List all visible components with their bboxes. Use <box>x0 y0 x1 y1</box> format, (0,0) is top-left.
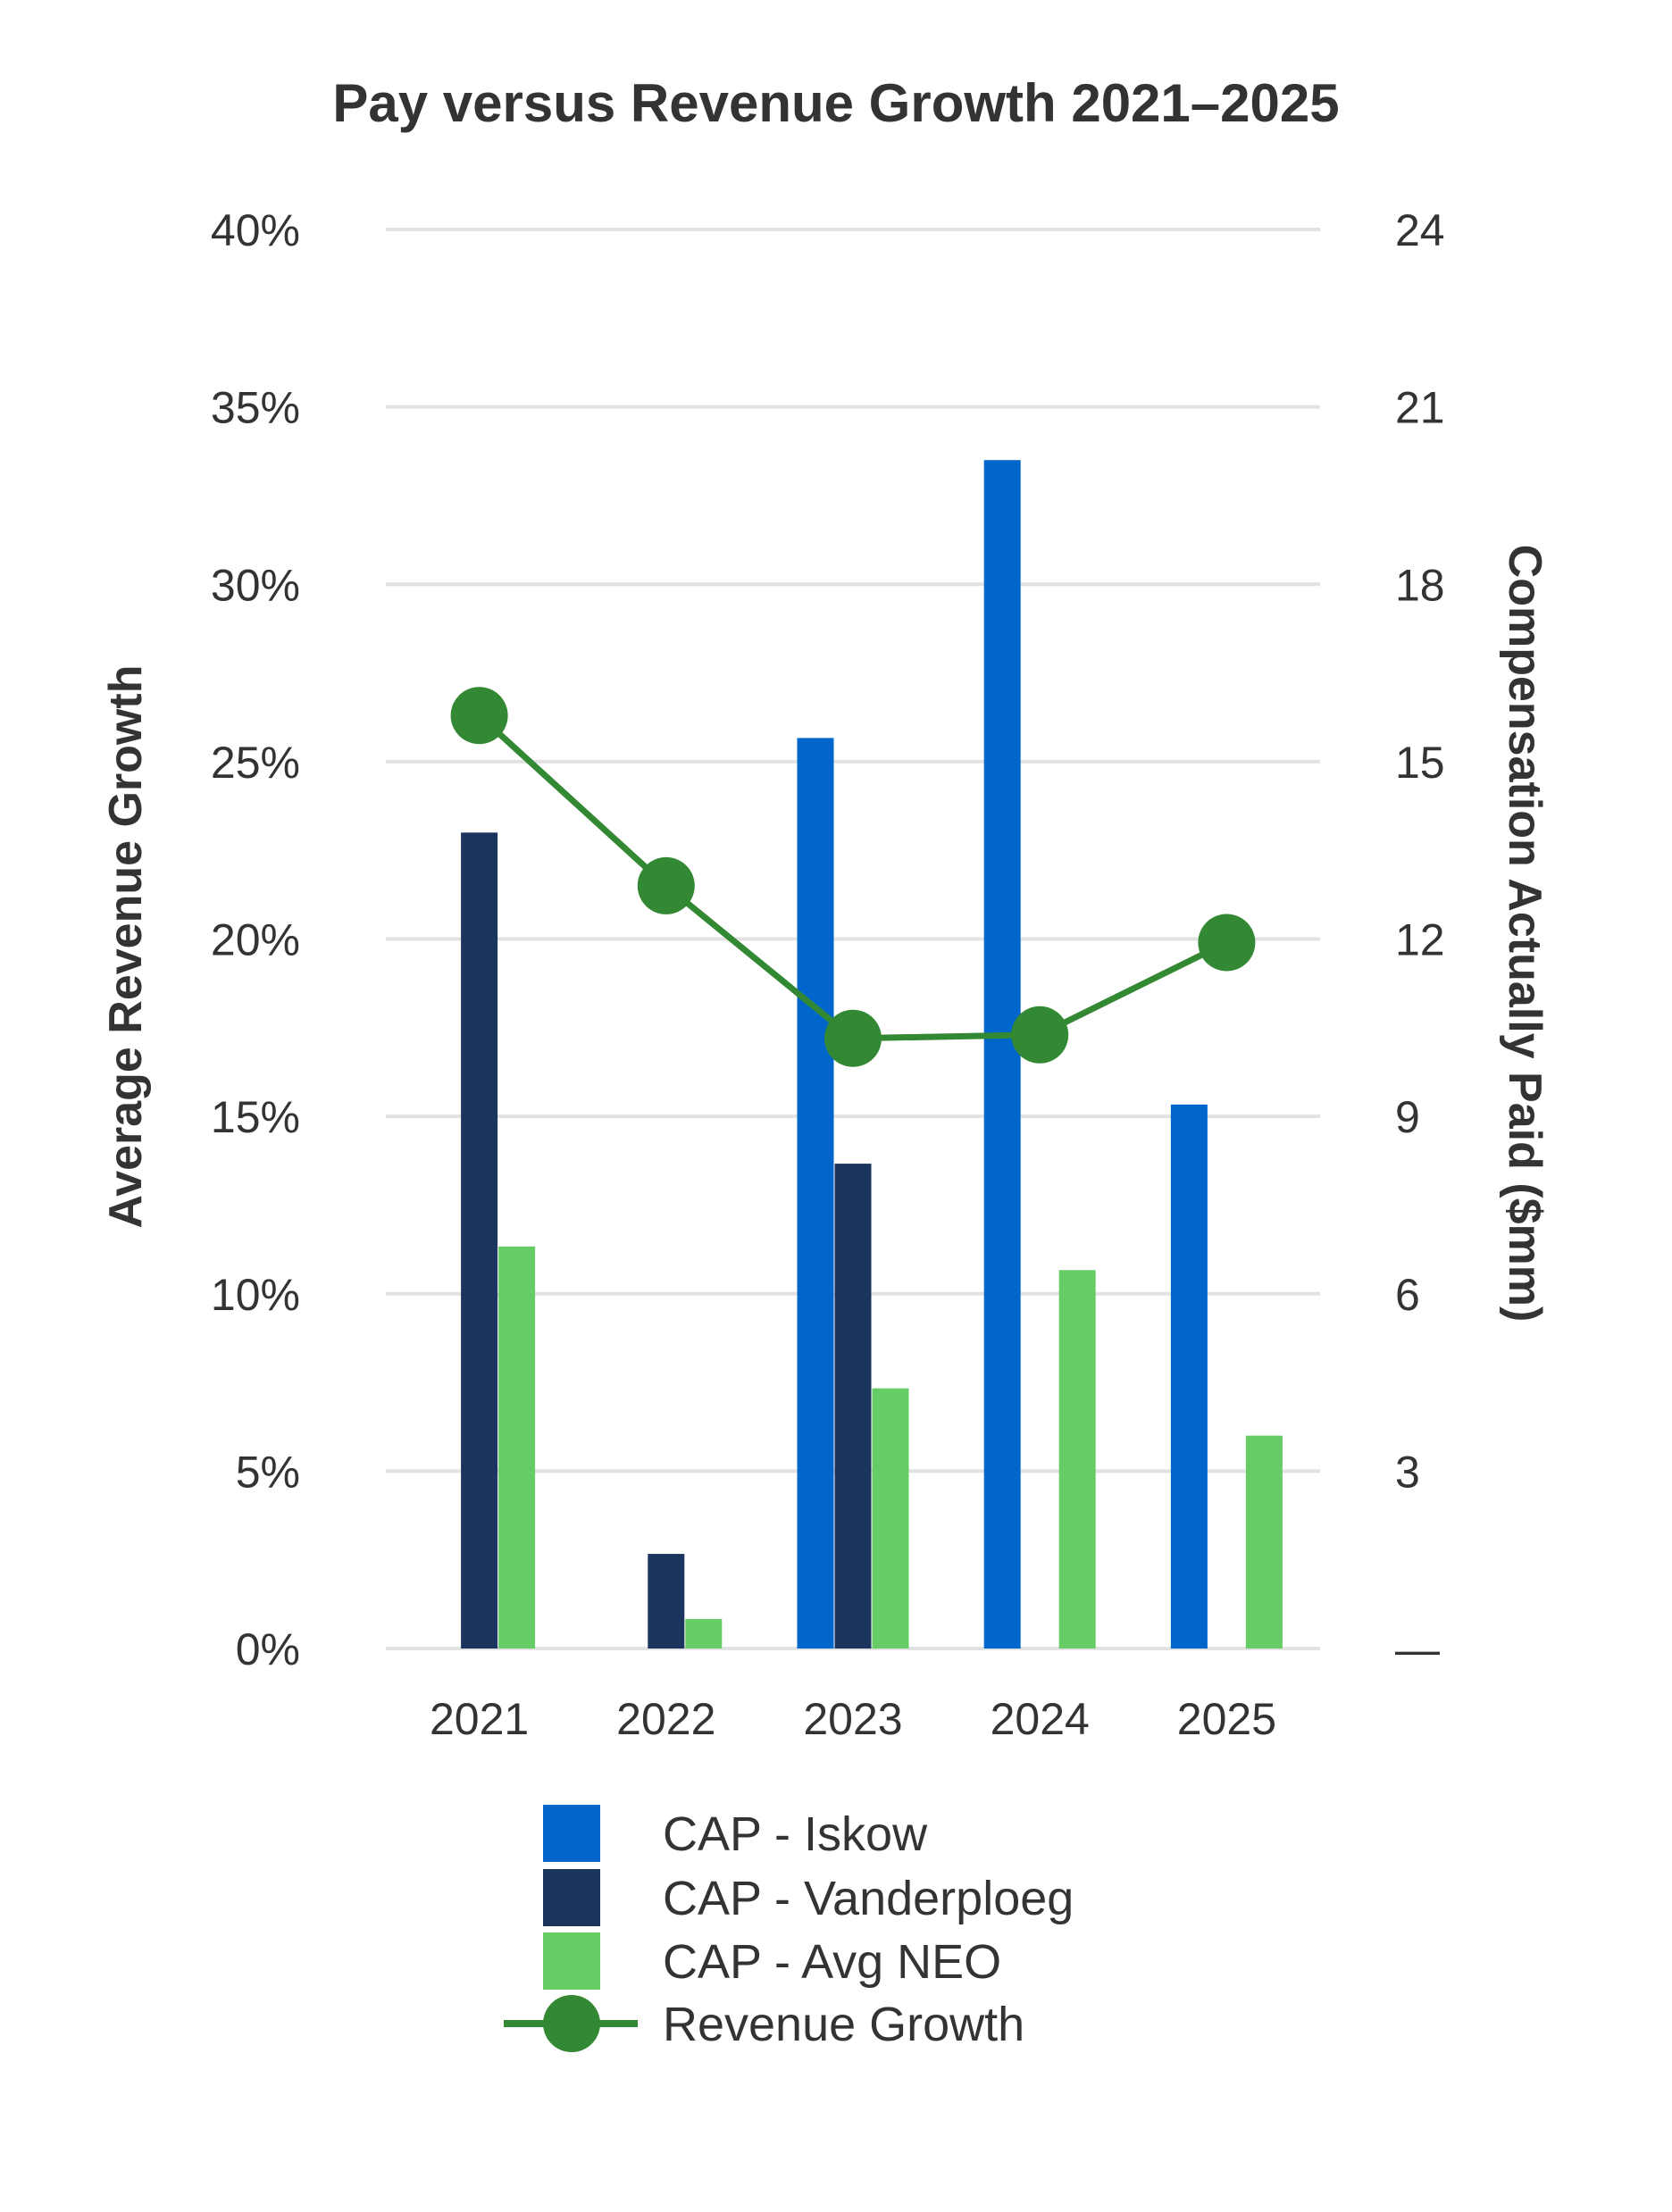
right-tick-label: — <box>1395 1624 1440 1674</box>
bar-cap-vanderploeg-2022 <box>648 1554 685 1649</box>
legend-label: CAP - Iskow <box>663 1807 928 1861</box>
right-tick-label: 24 <box>1395 205 1445 255</box>
right-tick-label: 3 <box>1395 1447 1420 1497</box>
x-tick-label: 2024 <box>991 1694 1090 1744</box>
right-tick-label: 9 <box>1395 1092 1420 1142</box>
bar-cap-avg-neo-2024 <box>1058 1270 1096 1649</box>
bar-cap-vanderploeg-2021 <box>461 832 498 1649</box>
left-tick-label: 40% <box>211 205 300 255</box>
revenue-growth-point-2021 <box>450 687 508 745</box>
bar-cap-avg-neo-2021 <box>498 1246 536 1649</box>
right-tick-label: 15 <box>1395 738 1445 788</box>
left-tick-label: 25% <box>211 738 300 788</box>
revenue-growth-line <box>450 687 1256 1067</box>
bar-cap-iskow-2025 <box>1170 1104 1208 1649</box>
right-tick-label: 18 <box>1395 560 1445 610</box>
bars <box>461 460 1283 1649</box>
legend-swatch <box>543 1869 600 1926</box>
legend-label: CAP - Vanderploeg <box>663 1872 1074 1925</box>
legend-swatch <box>543 1805 600 1862</box>
gridlines <box>386 228 1320 1650</box>
left-axis-title: Average Revenue Growth <box>100 665 152 1229</box>
bar-cap-vanderploeg-2023 <box>834 1164 872 1649</box>
legend-label: CAP - Avg NEO <box>663 1935 1001 1989</box>
revenue-growth-point-2023 <box>824 1009 882 1067</box>
left-tick-label: 15% <box>211 1092 300 1142</box>
x-axis-ticks: 2021 2022 2023 2024 2025 <box>430 1694 1276 1744</box>
left-tick-label: 30% <box>211 560 300 610</box>
bar-cap-iskow-2023 <box>797 738 834 1649</box>
revenue-growth-point-2025 <box>1198 914 1256 972</box>
legend: CAP - Iskow CAP - Vanderploeg CAP - Avg NE… <box>504 1805 1074 2052</box>
right-tick-label: 12 <box>1395 915 1445 965</box>
revenue-growth-point-2022 <box>637 856 695 914</box>
bar-cap-avg-neo-2022 <box>685 1618 723 1649</box>
revenue-growth-path <box>477 713 1228 1042</box>
left-tick-label: 5% <box>236 1447 300 1497</box>
left-tick-label: 35% <box>211 383 300 433</box>
x-tick-label: 2022 <box>616 1694 715 1744</box>
x-tick-label: 2021 <box>430 1694 529 1744</box>
right-tick-label: 6 <box>1395 1270 1420 1320</box>
left-tick-label: 20% <box>211 915 300 965</box>
right-axis-title: Compensation Actually Paid ($mm) <box>1499 545 1551 1323</box>
legend-swatch <box>543 1932 600 1990</box>
left-tick-label: 10% <box>211 1270 300 1320</box>
right-tick-label: 21 <box>1395 383 1445 433</box>
left-tick-label: 0% <box>236 1624 300 1674</box>
legend-label: Revenue Growth <box>663 1998 1024 2051</box>
bar-cap-avg-neo-2025 <box>1245 1435 1283 1649</box>
revenue-growth-point-2024 <box>1011 1006 1069 1064</box>
right-axis-ticks: — 3 6 9 12 15 18 21 24 <box>1395 205 1445 1674</box>
left-axis-ticks: 0% 5% 10% 15% 20% 25% 30% 35% 40% <box>211 205 300 1674</box>
x-tick-label: 2025 <box>1177 1694 1276 1744</box>
legend-marker <box>543 1995 600 2052</box>
bar-cap-iskow-2024 <box>983 460 1021 1649</box>
bar-cap-avg-neo-2023 <box>872 1388 909 1649</box>
chart-title: Pay versus Revenue Growth 2021–2025 <box>332 73 1339 133</box>
x-tick-label: 2023 <box>803 1694 902 1744</box>
